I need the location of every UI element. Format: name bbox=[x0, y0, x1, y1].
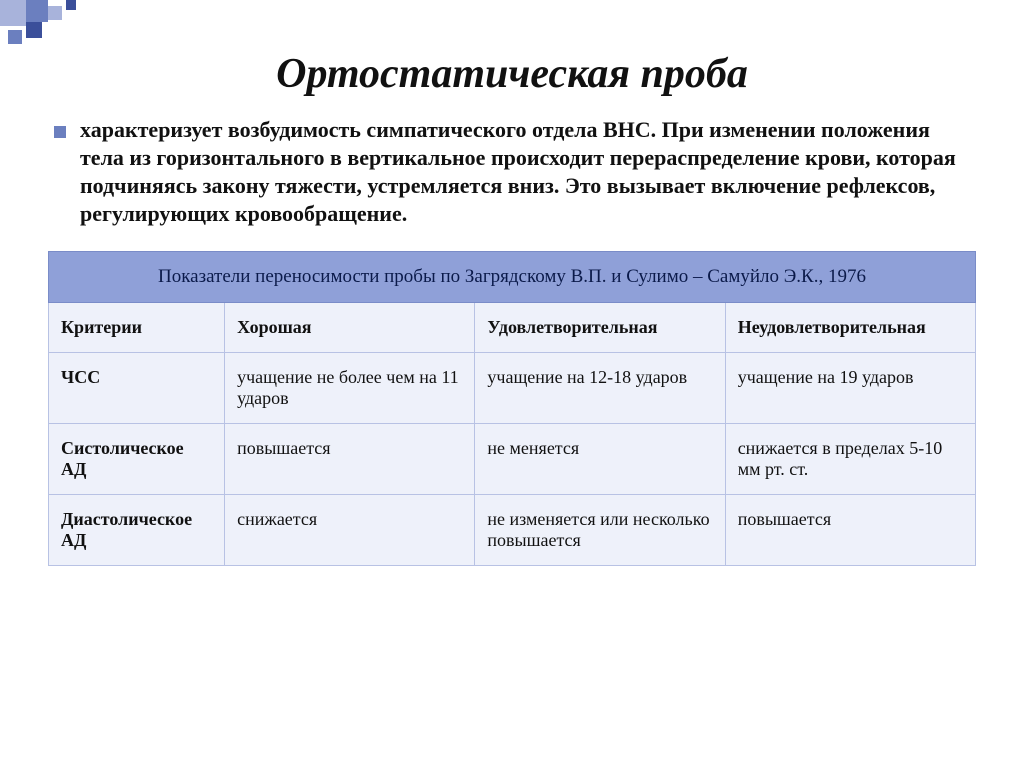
cell: снижается в пределах 5-10 мм рт. ст. bbox=[725, 423, 975, 494]
table-columns-row: Критерии Хорошая Удовлетворительная Неуд… bbox=[49, 302, 976, 352]
body-text-block: характеризует возбудимость симпатическог… bbox=[54, 116, 970, 229]
table-row: Диастолическое АД снижается не изменяетс… bbox=[49, 494, 976, 565]
col-good: Хорошая bbox=[225, 302, 475, 352]
cell: не изменяется или несколько повышается bbox=[475, 494, 725, 565]
cell: учащение не более чем на 11 ударов bbox=[225, 352, 475, 423]
paragraph-text: характеризует возбудимость симпатическог… bbox=[80, 116, 970, 229]
bullet-square-icon bbox=[54, 126, 66, 138]
table-row: Систолическое АД повышается не меняется … bbox=[49, 423, 976, 494]
table-header-row: Показатели переносимости пробы по Загряд… bbox=[49, 251, 976, 302]
table-row: ЧСС учащение не более чем на 11 ударов у… bbox=[49, 352, 976, 423]
row-label: Диастолическое АД bbox=[49, 494, 225, 565]
slide: Ортостатическая проба характеризует возб… bbox=[0, 0, 1024, 566]
evaluation-table: Показатели переносимости пробы по Загряд… bbox=[48, 251, 976, 566]
table-header: Показатели переносимости пробы по Загряд… bbox=[49, 251, 976, 302]
row-label: ЧСС bbox=[49, 352, 225, 423]
col-satisfactory: Удовлетворительная bbox=[475, 302, 725, 352]
corner-decoration bbox=[0, 0, 180, 70]
col-criteria: Критерии bbox=[49, 302, 225, 352]
slide-title: Ортостатическая проба bbox=[48, 50, 976, 98]
cell: учащение на 19 ударов bbox=[725, 352, 975, 423]
col-unsatisfactory: Неудовлетворительная bbox=[725, 302, 975, 352]
row-label: Систолическое АД bbox=[49, 423, 225, 494]
cell: не меняется bbox=[475, 423, 725, 494]
cell: снижается bbox=[225, 494, 475, 565]
cell: учащение на 12-18 ударов bbox=[475, 352, 725, 423]
cell: повышается bbox=[725, 494, 975, 565]
cell: повышается bbox=[225, 423, 475, 494]
